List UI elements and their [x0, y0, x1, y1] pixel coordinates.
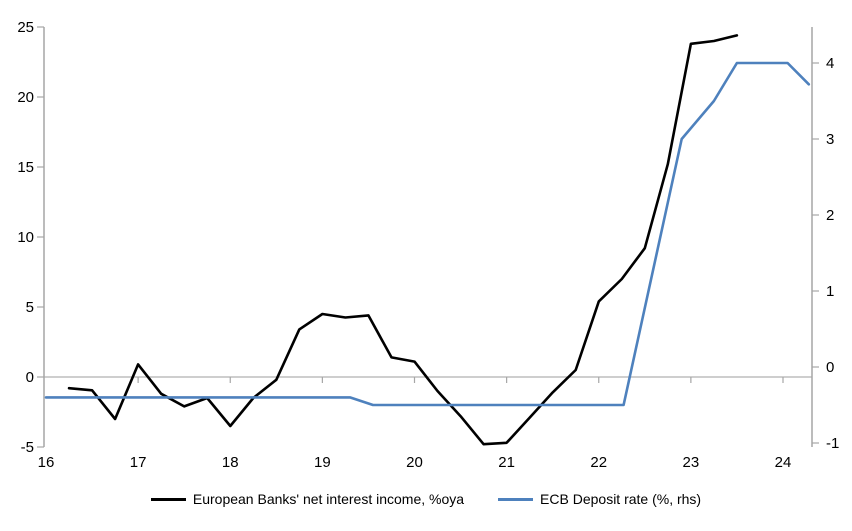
- x-axis-tick-label: 17: [130, 454, 147, 471]
- left-axis-tick-label: 0: [26, 369, 34, 386]
- right-axis-tick-label: -1: [826, 435, 839, 452]
- right-axis-tick-label: 0: [826, 359, 834, 376]
- legend-label-ecb-deposit-rate: ECB Deposit rate (%, rhs): [540, 491, 702, 507]
- x-axis-tick-label: 23: [683, 454, 700, 471]
- x-axis-tick-label: 19: [314, 454, 331, 471]
- right-axis-tick-label: 2: [826, 207, 834, 224]
- chart-legend: European Banks' net interest income, %oy…: [0, 490, 852, 508]
- left-axis-tick-label: 5: [26, 299, 34, 316]
- left-axis-tick-label: 15: [17, 159, 34, 176]
- x-axis-tick-label: 18: [222, 454, 239, 471]
- x-axis-tick-label: 24: [775, 454, 792, 471]
- right-axis-tick-label: 4: [826, 55, 834, 72]
- legend-line-swatch-ecb-deposit-rate: [498, 497, 534, 501]
- right-axis-tick-label: 3: [826, 131, 834, 148]
- legend-label-net-interest-income: European Banks' net interest income, %oy…: [192, 491, 465, 507]
- left-axis-tick-label: 20: [17, 89, 34, 106]
- series-line-1: [44, 61, 811, 407]
- left-axis-tick-label: 10: [17, 229, 34, 246]
- x-axis-tick-label: 16: [38, 454, 55, 471]
- left-axis-tick-label: 25: [17, 19, 34, 36]
- series-line-0: [67, 34, 739, 446]
- x-axis-tick-label: 22: [590, 454, 607, 471]
- right-axis-tick-label: 1: [826, 283, 834, 300]
- x-axis-tick-label: 21: [498, 454, 515, 471]
- legend-line-swatch-net-interest-income: [150, 497, 186, 501]
- x-axis-tick-label: 20: [406, 454, 423, 471]
- left-axis-tick-label: -5: [21, 439, 34, 456]
